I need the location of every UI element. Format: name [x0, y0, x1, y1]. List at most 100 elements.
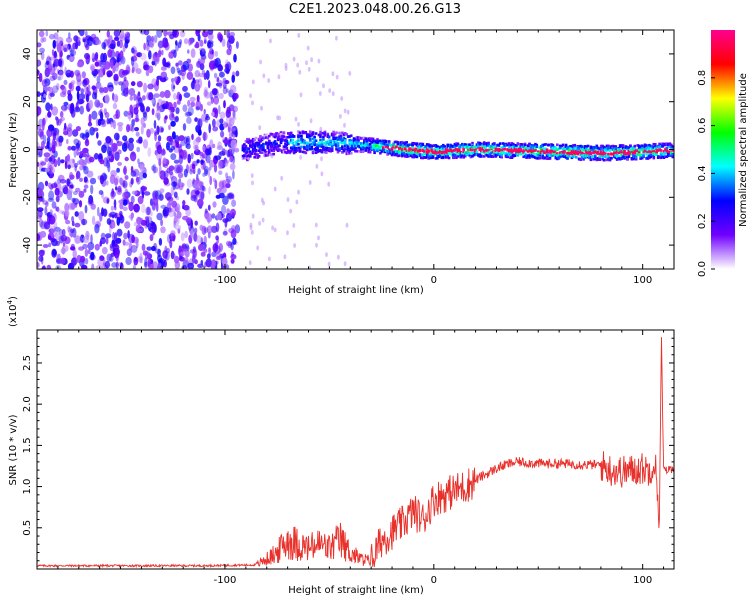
spectrogram-signal-cell [301, 140, 305, 143]
spectrogram-signal-cell [569, 151, 572, 155]
spectrogram-signal-cell [542, 151, 546, 154]
spectrogram-noise-cell [251, 79, 255, 85]
spectrogram-noise-cell [222, 159, 230, 164]
spectrogram-signal-cell [542, 143, 546, 147]
spectrogram-signal-cell [496, 143, 499, 147]
spectrogram-signal-cell [332, 130, 335, 134]
spectrogram-signal-cell [297, 146, 300, 150]
spectrogram-noise-cell [157, 50, 162, 58]
spectrogram-signal-cell [332, 142, 335, 146]
spectrogram-signal-cell [349, 141, 353, 144]
spectrogram-noise-cell [44, 157, 49, 163]
spectrogram-signal-cell [253, 138, 256, 141]
spectrogram-signal-cell [285, 151, 289, 155]
spectrogram-signal-cell [402, 153, 406, 157]
spectrogram-signal-cell [525, 153, 528, 157]
spectrogram-signal-cell [338, 149, 341, 152]
spectrogram-signal-cell [405, 144, 408, 147]
spectrogram-signal-cell [662, 143, 666, 146]
spectrogram-signal-cell [608, 157, 612, 160]
spectrogram-signal-cell [636, 149, 639, 152]
spectrogram-signal-cell [308, 147, 312, 151]
spectrogram-noise-cell [204, 91, 211, 99]
spectrogram-signal-cell [570, 156, 574, 160]
spectrogram-signal-cell [630, 147, 634, 150]
spectrogram-noise-cell [82, 218, 85, 226]
spectrogram-signal-cell [269, 133, 273, 136]
spectrogram-signal-cell [621, 146, 625, 150]
spectrogram-noise-cell [185, 111, 193, 117]
spectrogram-noise-cell [128, 88, 136, 96]
spectrogram-noise-cell [64, 245, 69, 252]
spectrogram-noise-cell [157, 258, 163, 264]
spectrogram-signal-cell [270, 153, 274, 156]
spectrogram-noise-cell [112, 248, 116, 255]
spectrogram-noise-cell [193, 79, 197, 84]
spectrogram-signal-cell [637, 153, 641, 156]
spectrogram-noise-cell [56, 36, 64, 45]
spectrogram-noise-cell [216, 251, 222, 260]
spectrogram-noise-cell [197, 168, 201, 175]
spectrogram-signal-cell [651, 146, 654, 150]
spectrogram-signal-cell [491, 155, 495, 158]
spectrogram-noise-cell [54, 187, 60, 196]
spectrogram-signal-cell [482, 146, 486, 149]
spectrogram-signal-cell [314, 132, 318, 135]
spectrogram-signal-cell [639, 146, 642, 149]
spectrogram-signal-cell [538, 151, 542, 155]
spectrogram-signal-cell [545, 154, 549, 157]
spectrogram-signal-cell [499, 149, 502, 152]
spectrogram-signal-cell [484, 148, 487, 151]
spectrogram-signal-cell [260, 138, 264, 141]
spectrogram-noise-cell [112, 65, 116, 74]
spectrogram-signal-cell [649, 155, 653, 159]
spectrogram-signal-cell [670, 151, 673, 154]
spectrogram-signal-cell [243, 156, 246, 159]
spectrogram-signal-cell [373, 149, 376, 152]
spectrogram-signal-cell [440, 151, 444, 155]
spectrogram-signal-cell [249, 155, 252, 158]
spectrogram-signal-cell [418, 153, 422, 156]
spectrogram-noise-cell [139, 164, 145, 172]
spectrogram-signal-cell [307, 133, 311, 136]
spectrogram-noise-cell [230, 258, 235, 264]
spectrogram-signal-cell [633, 155, 637, 158]
spectrogram-signal-cell [322, 135, 325, 139]
spectrogram-signal-cell [497, 143, 501, 147]
spectrogram-noise-cell [284, 66, 288, 71]
spectrogram-signal-cell [665, 155, 669, 158]
spectrogram-signal-cell [308, 139, 312, 142]
spectrogram-noise-cell [97, 140, 102, 146]
spectrogram-signal-cell [427, 154, 430, 157]
spectrogram-signal-cell [596, 148, 600, 151]
spectrogram-noise-cell [200, 57, 206, 65]
spectrogram-signal-cell [624, 155, 628, 159]
spectrogram-noise-cell [67, 225, 70, 233]
spectrogram-signal-cell [500, 146, 503, 150]
spectrogram-noise-cell [207, 204, 211, 211]
spectrogram-noise-cell [75, 171, 79, 180]
spectrogram-noise-cell [95, 265, 103, 269]
spectrogram-noise-cell [94, 243, 100, 251]
spectrogram-noise-cell [163, 259, 168, 268]
spectrogram-noise-cell [262, 73, 266, 79]
spectrogram-signal-cell [652, 150, 656, 153]
spectrogram-noise-cell [69, 49, 77, 56]
spectrogram-signal-cell [269, 148, 273, 152]
spectrogram-signal-cell [608, 149, 612, 152]
spectrogram-signal-cell [627, 155, 631, 158]
spectrogram-signal-cell [325, 146, 328, 150]
spectrogram-signal-cell [377, 148, 381, 151]
spectrogram-signal-cell [304, 147, 308, 151]
spectrogram-signal-cell [504, 155, 508, 158]
spectrogram-signal-cell [354, 138, 357, 141]
spectrogram-signal-cell [569, 145, 572, 148]
spectrogram-signal-cell [566, 146, 569, 150]
spectrogram-signal-cell [554, 156, 558, 159]
spectrogram-signal-cell [595, 151, 599, 155]
spectrogram-noise-cell [185, 137, 190, 143]
spectrogram-signal-cell [564, 143, 568, 147]
spectrogram-signal-cell [626, 151, 629, 155]
spectrogram-noise-cell [224, 67, 231, 74]
spectrogram-signal-cell [494, 147, 498, 151]
